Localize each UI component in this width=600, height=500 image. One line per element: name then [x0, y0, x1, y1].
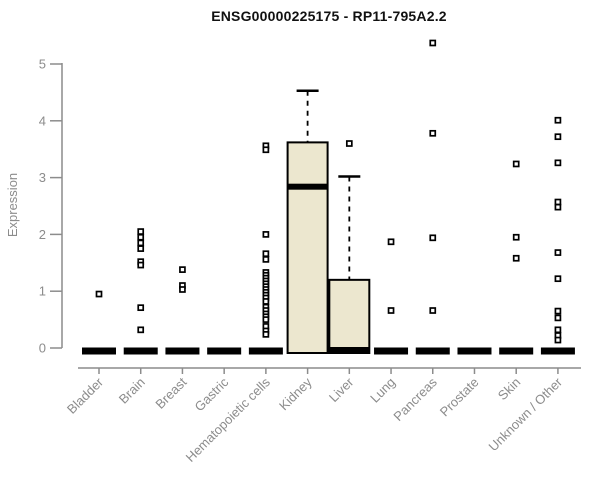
x-tick-label: Brain — [116, 375, 148, 407]
zero-bar — [540, 347, 575, 355]
outlier-point — [262, 298, 270, 305]
outlier-point — [137, 239, 145, 247]
outlier-point — [387, 307, 395, 314]
outlier-point — [554, 133, 562, 141]
outlier-point — [554, 275, 562, 283]
chart-title: ENSG00000225175 - RP11-795A2.2 — [211, 8, 447, 24]
outlier-point — [554, 307, 562, 315]
outlier-point — [137, 233, 145, 241]
outlier-point — [554, 198, 562, 206]
outlier-point — [387, 238, 395, 246]
zero-bar — [207, 347, 242, 355]
outlier-point — [262, 256, 270, 263]
outlier-point — [554, 116, 562, 124]
x-tick-label: Lung — [367, 375, 398, 406]
zero-bar — [165, 347, 200, 355]
median-line — [287, 183, 328, 190]
x-tick-label: Prostate — [437, 375, 482, 420]
x-tick-label: Pancreas — [390, 374, 440, 424]
zero-bar — [499, 347, 534, 355]
outlier-point — [262, 316, 270, 323]
x-tick-label: Liver — [326, 374, 357, 405]
outlier-point — [429, 129, 437, 137]
x-tick-label: Skin — [495, 375, 523, 403]
median-line — [329, 347, 370, 353]
y-tick-label: 3 — [39, 170, 46, 185]
x-tick-label: Bladder — [64, 374, 107, 417]
y-tick-label: 1 — [39, 284, 46, 299]
outlier-point — [429, 234, 437, 242]
x-tick-label: Breast — [152, 374, 189, 411]
outlier-point — [262, 231, 270, 238]
outlier-point — [512, 160, 520, 168]
outlier-point — [179, 286, 186, 293]
outlier-point — [429, 307, 437, 314]
zero-bar — [457, 347, 492, 355]
x-tick-label: Unknown / Other — [485, 374, 565, 454]
outlier-point — [179, 266, 186, 273]
y-axis-title: Expression — [5, 173, 20, 237]
outlier-point — [554, 159, 562, 167]
outlier-point — [137, 326, 145, 334]
outlier-point — [554, 203, 562, 211]
outlier-point — [345, 140, 353, 147]
zero-bar — [374, 347, 409, 355]
zero-bar — [123, 347, 158, 355]
x-tick-label: Gastric — [192, 374, 232, 414]
x-tick-label: Kidney — [276, 374, 315, 413]
zero-bar — [248, 347, 283, 355]
y-tick-label: 4 — [39, 113, 46, 128]
outlier-point — [137, 261, 145, 269]
y-tick-label: 2 — [39, 227, 46, 242]
zero-bar — [82, 347, 116, 355]
outlier-point — [554, 326, 562, 334]
box — [328, 278, 371, 354]
y-tick-label: 5 — [39, 57, 46, 72]
outlier-point — [262, 146, 270, 154]
outlier-point — [429, 39, 437, 47]
outlier-point — [262, 250, 270, 258]
outlier-point — [554, 314, 562, 322]
outlier-point — [95, 290, 103, 298]
box — [286, 141, 329, 354]
outlier-point — [262, 331, 270, 338]
y-tick-label: 0 — [39, 341, 46, 356]
outlier-point — [554, 249, 562, 256]
outlier-point — [554, 336, 562, 344]
outlier-point — [137, 228, 145, 235]
outlier-point — [512, 233, 520, 241]
outlier-point — [137, 245, 145, 252]
outlier-point — [512, 254, 520, 262]
zero-bar — [415, 347, 450, 355]
outlier-point — [137, 304, 145, 312]
